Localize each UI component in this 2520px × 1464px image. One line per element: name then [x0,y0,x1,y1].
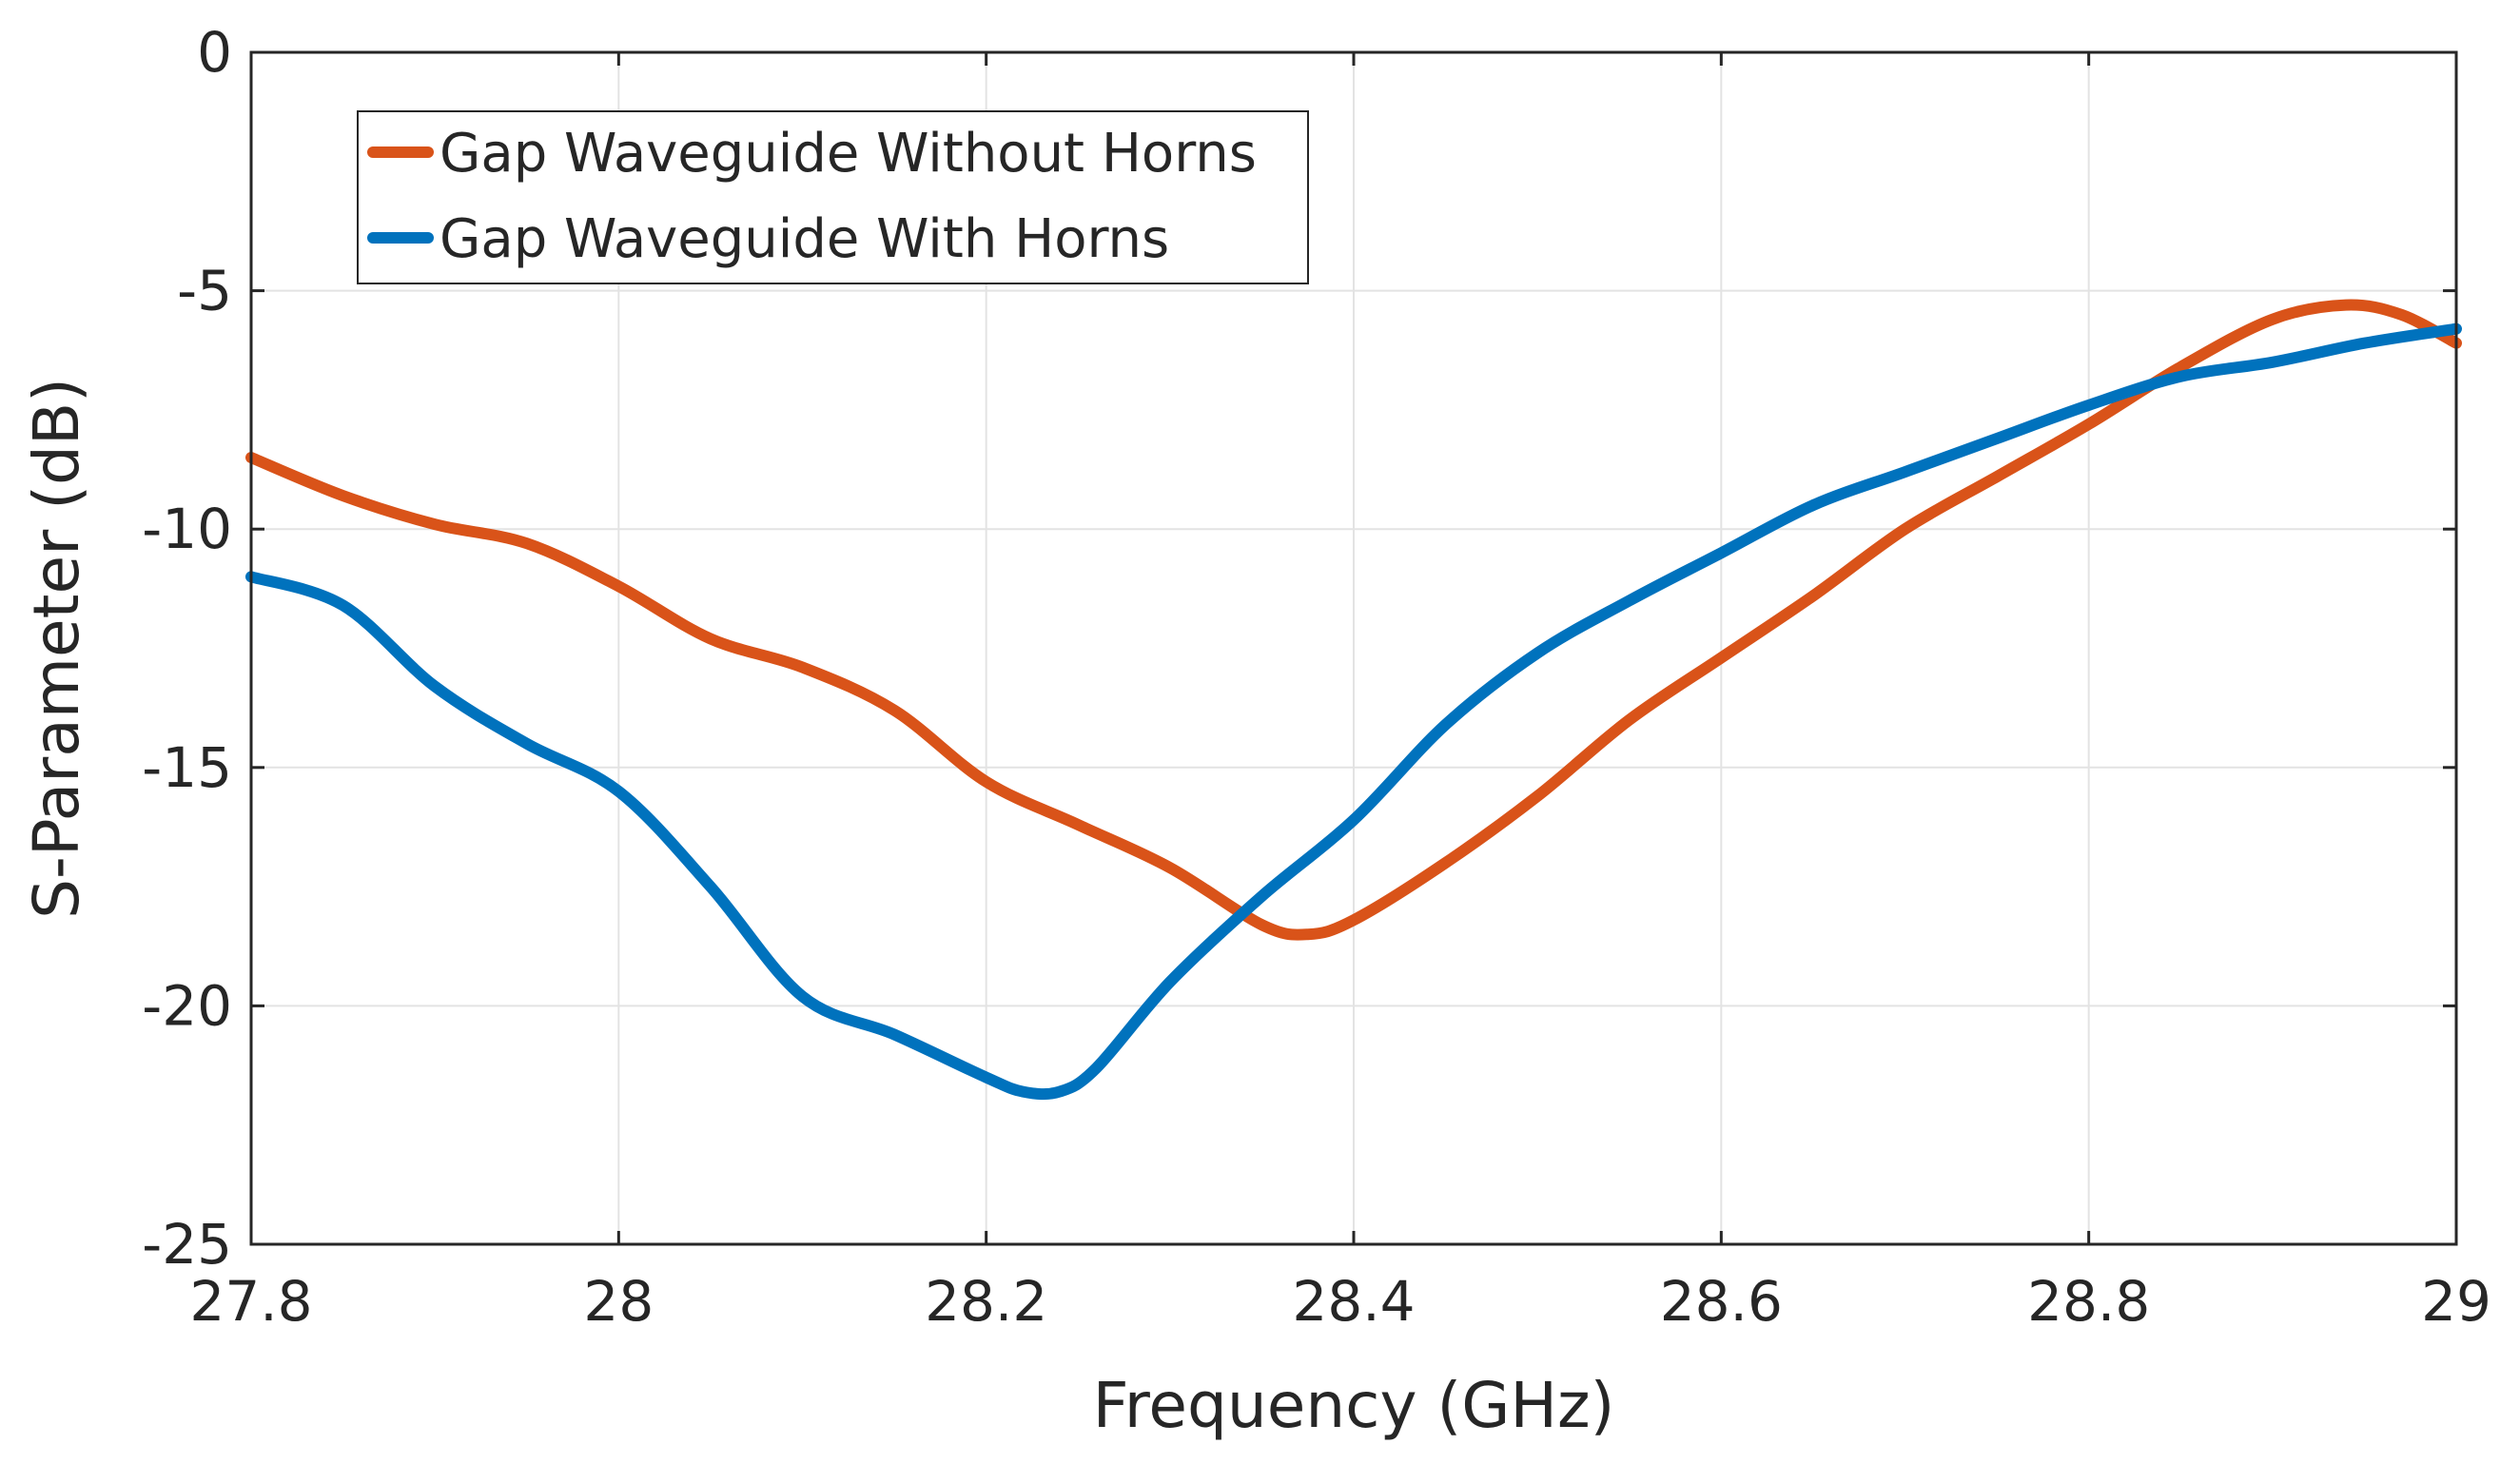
x-axis-label: Frequency (GHz) [1093,1369,1615,1442]
y-ticks: 0 -5 -10 -15 -20 -25 [142,20,2456,1277]
x-ticks: 27.8 28 28.2 28.4 28.6 28.8 29 [189,52,2491,1334]
y-tick-label-4: -20 [142,973,232,1038]
legend-box [357,110,1309,284]
y-tick-label-2: -10 [142,497,232,561]
y-tick-label-5: -25 [142,1212,232,1277]
x-tick-label-4: 28.6 [1660,1269,1783,1334]
y-tick-label-1: -5 [177,259,232,323]
x-tick-label-3: 28.4 [1292,1269,1415,1334]
y-tick-label-0: 0 [197,20,232,85]
series-layer [245,299,2462,1101]
x-tick-label-5: 28.8 [2027,1269,2150,1334]
legend-label-without-horns: Gap Waveguide Without Horns [440,123,1257,185]
legend-label-with-horns: Gap Waveguide With Horns [440,208,1169,270]
x-tick-label-6: 29 [2421,1269,2491,1334]
y-axis-label: S-Parameter (dB) [20,378,93,919]
legend: Gap Waveguide Without Horns Gap Waveguid… [357,110,1309,284]
x-tick-label-0: 27.8 [189,1269,312,1334]
series-line-without-horns [245,299,2462,941]
y-tick-label-3: -15 [142,735,232,800]
x-tick-label-2: 28.2 [925,1269,1047,1334]
x-tick-label-1: 28 [583,1269,654,1334]
series-line-with-horns [245,322,2462,1101]
